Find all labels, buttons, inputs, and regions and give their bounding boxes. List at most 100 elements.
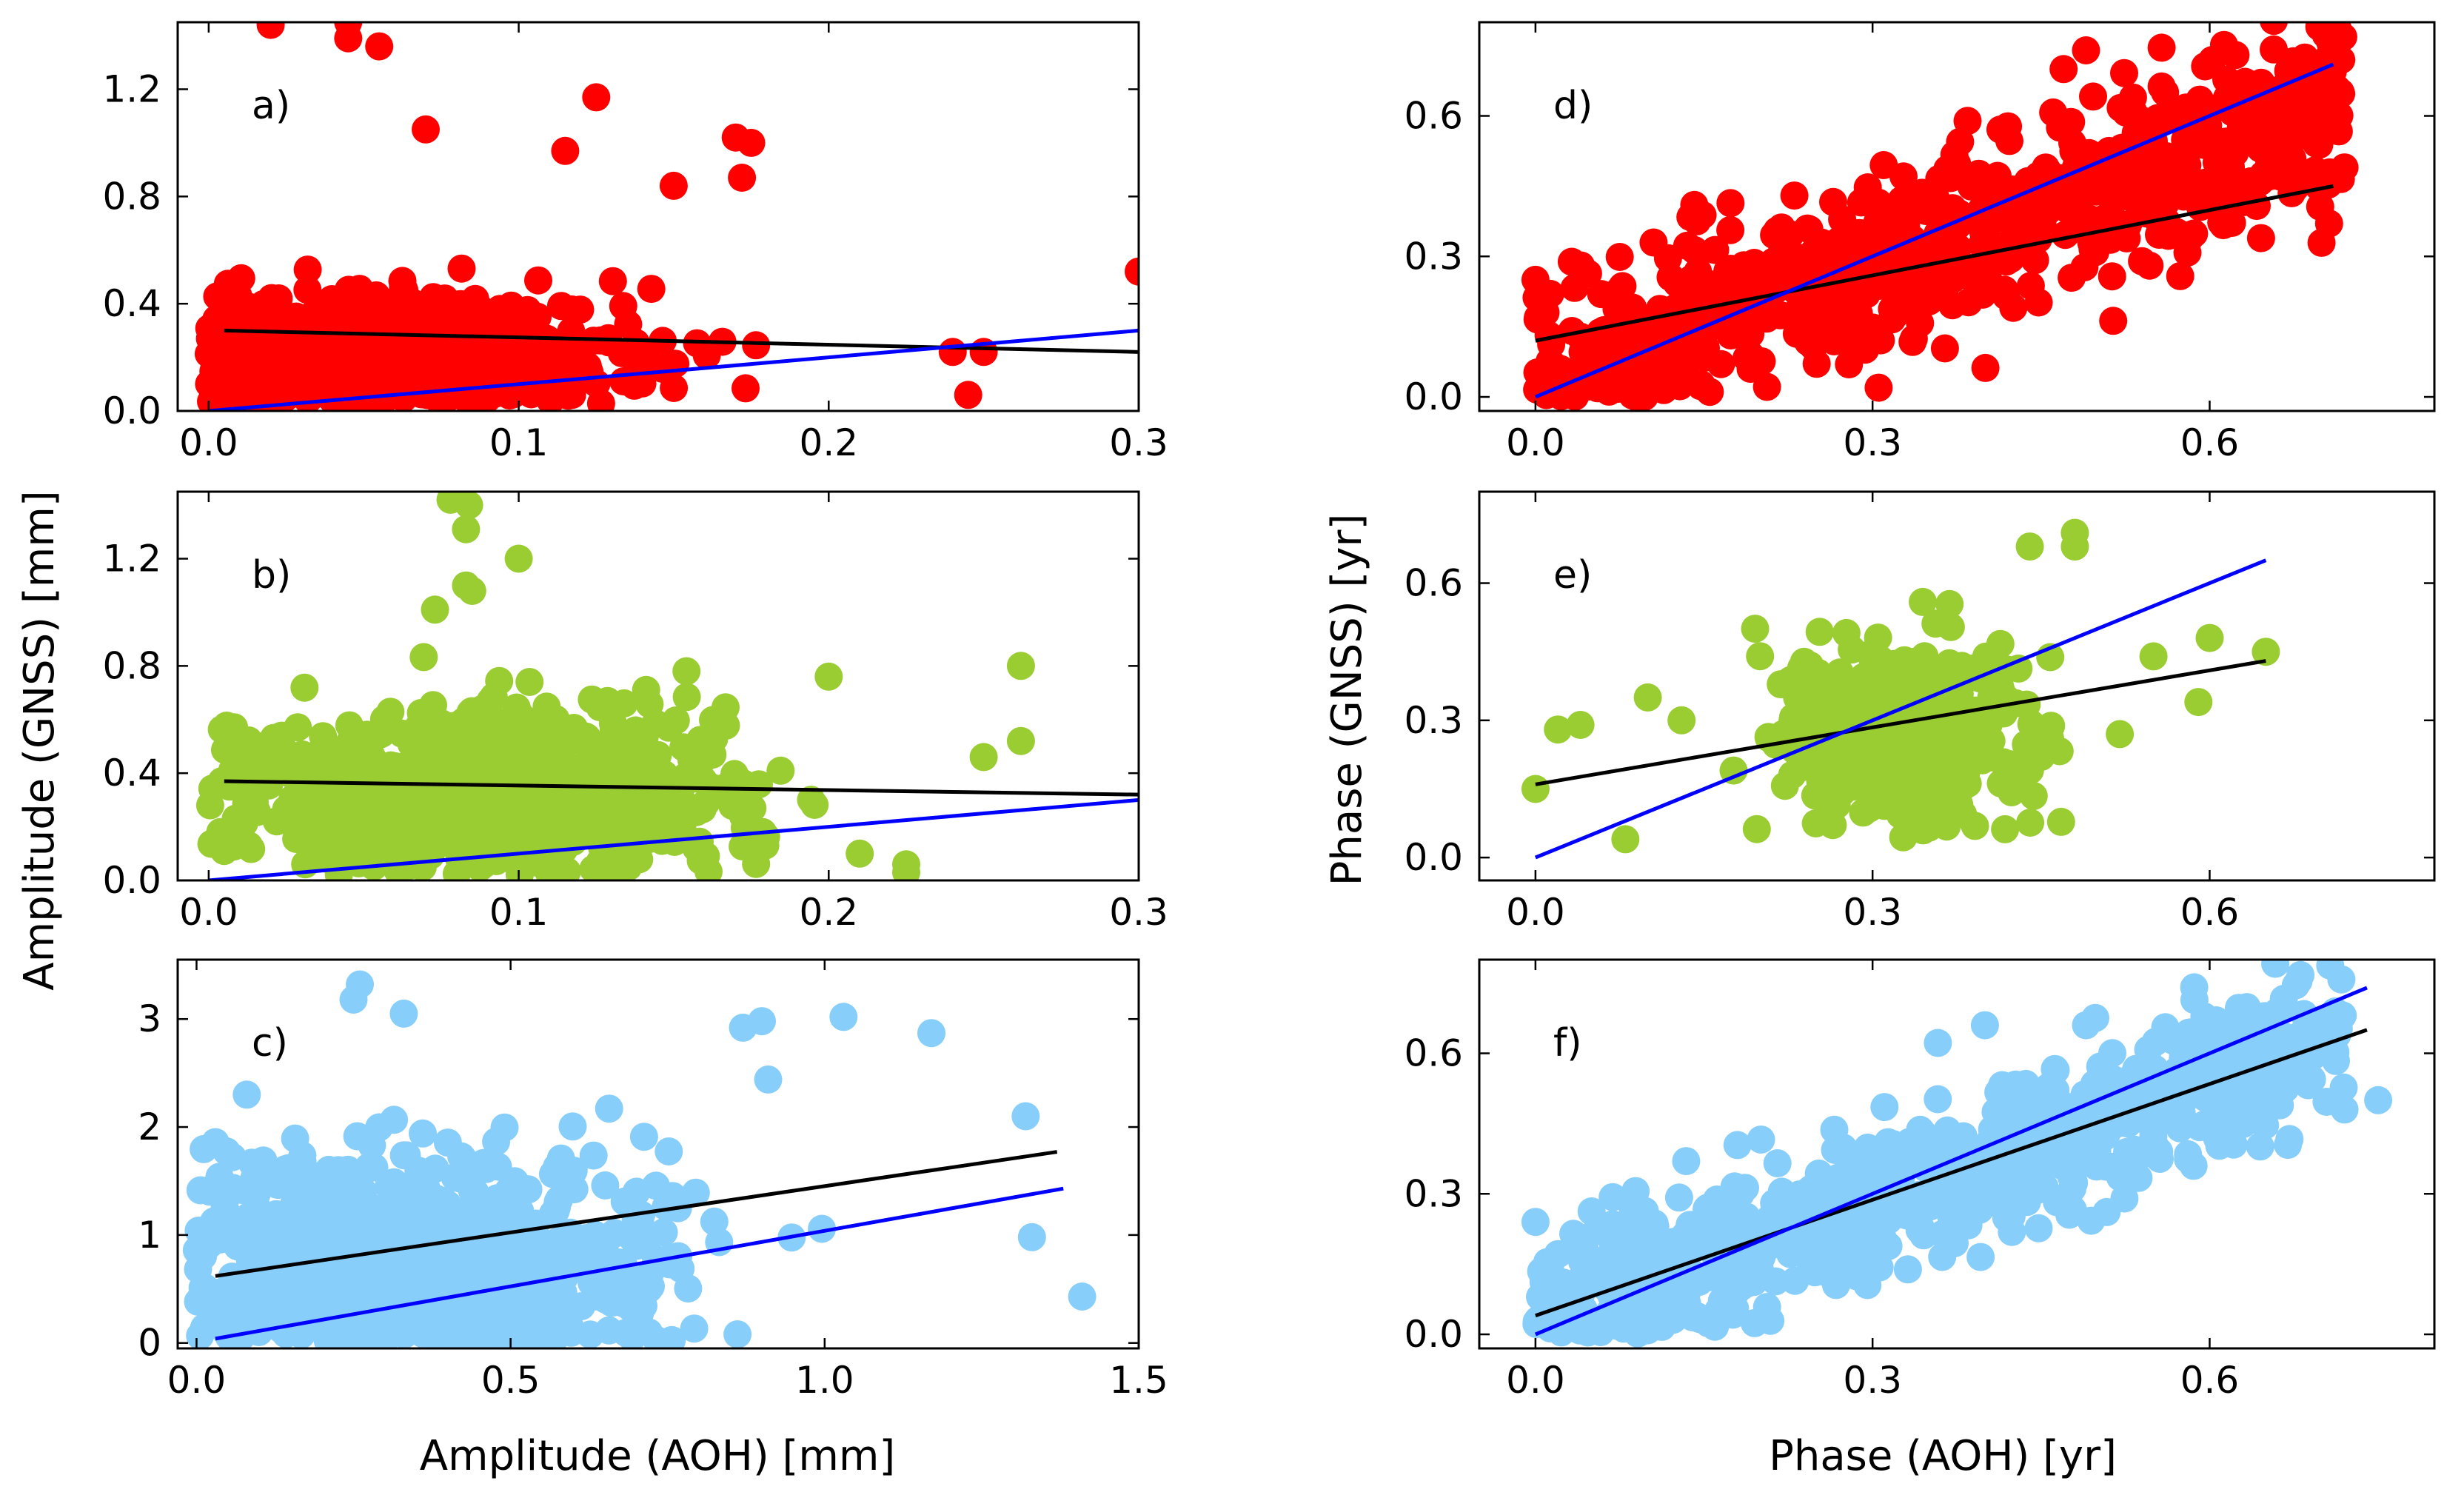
- data-point: [225, 1175, 254, 1204]
- data-point: [2231, 67, 2260, 96]
- panel-b: 0.0 0.1 0.2 0.3 0.0 0.4 0.8 1.2 b): [102, 490, 1168, 934]
- data-point: [1742, 815, 1771, 843]
- one-to-one-line-e: [1534, 558, 2267, 860]
- data-point: [397, 729, 426, 758]
- data-point: [674, 1274, 703, 1303]
- data-point: [521, 781, 550, 810]
- data-point: [245, 732, 274, 761]
- data-point: [1915, 287, 1944, 315]
- data-point: [421, 595, 449, 624]
- data-point: [1889, 823, 1918, 852]
- data-point: [1847, 188, 1875, 217]
- data-point: [2322, 78, 2351, 107]
- x-tick-label: 0.3: [1109, 421, 1168, 464]
- data-point: [462, 369, 491, 398]
- data-point: [504, 544, 533, 573]
- data-point: [2024, 1214, 2053, 1243]
- data-point: [2106, 720, 2135, 749]
- data-point: [1718, 1300, 1747, 1329]
- data-point: [447, 254, 476, 283]
- points-e: [1521, 518, 2280, 854]
- data-point: [954, 381, 982, 409]
- data-point: [195, 791, 224, 820]
- data-point: [1864, 623, 1892, 652]
- data-point: [2068, 1148, 2097, 1177]
- data-point: [1961, 258, 1989, 287]
- data-point: [2260, 22, 2289, 36]
- data-point: [346, 349, 375, 378]
- x-tick-label: 0.5: [481, 1359, 540, 1402]
- data-point: [1723, 1131, 1752, 1160]
- panel-label-c: c): [252, 1021, 288, 1066]
- data-point: [2098, 262, 2126, 291]
- data-point: [1810, 1230, 1839, 1259]
- data-point: [314, 738, 343, 766]
- x-tick-label: 0.0: [1506, 421, 1565, 464]
- data-point: [1920, 707, 1949, 736]
- data-point: [2060, 532, 2089, 561]
- x-tick-label: 0.6: [2180, 421, 2240, 464]
- data-point: [742, 331, 771, 360]
- data-point: [2294, 1071, 2323, 1100]
- data-point: [938, 338, 967, 367]
- x-tick-label: 0.3: [1843, 891, 1902, 934]
- data-point: [1875, 200, 1904, 229]
- data-point: [1756, 1306, 1785, 1335]
- one-to-one-line-a: [208, 328, 1139, 411]
- data-point: [1870, 1093, 1899, 1122]
- data-point: [490, 1113, 519, 1142]
- data-point: [2222, 1073, 2251, 1102]
- data-point: [2167, 1099, 2196, 1128]
- data-point: [668, 814, 697, 843]
- x-tick-label: 0.2: [800, 421, 859, 464]
- y-tick-label: 0.3: [1404, 235, 1463, 278]
- data-point: [1801, 809, 1830, 837]
- plot-frame-d: [1478, 21, 2436, 412]
- data-point: [1716, 189, 1745, 218]
- data-point: [1921, 609, 1950, 638]
- data-point: [408, 798, 437, 827]
- data-point: [235, 831, 264, 860]
- data-point: [292, 1231, 321, 1260]
- data-point: [1760, 1188, 1789, 1217]
- data-point: [1909, 587, 1937, 616]
- y-tick-label: 0.3: [1404, 1172, 1463, 1215]
- data-point: [635, 690, 664, 718]
- data-point: [2012, 690, 2041, 719]
- data-point: [514, 1175, 543, 1204]
- data-point: [365, 1113, 394, 1142]
- data-point: [581, 1220, 610, 1249]
- data-point: [522, 1209, 551, 1238]
- data-point: [1987, 677, 2016, 706]
- panel-label-f: f): [1553, 1021, 1582, 1066]
- data-point: [1006, 726, 1035, 755]
- y-tick-label: 0.6: [1404, 1032, 1463, 1075]
- right-y-axis-title: Phase (GNSS) [yr]: [1323, 514, 1371, 886]
- data-point: [1521, 775, 1550, 803]
- plot-frame-a: [176, 21, 1140, 412]
- x-tick-label: 0.6: [2180, 1359, 2240, 1402]
- data-point: [2195, 623, 2224, 652]
- data-point: [1819, 187, 1847, 216]
- data-point: [2223, 1003, 2252, 1031]
- data-point: [1568, 338, 1597, 367]
- data-point: [632, 1228, 660, 1257]
- data-point: [452, 841, 481, 870]
- data-point: [406, 699, 435, 727]
- data-point: [1898, 268, 1926, 297]
- data-point: [2180, 219, 2209, 248]
- data-point: [621, 716, 650, 745]
- panel-d: 0.0 0.3 0.6 0.0 0.3 0.6 d): [1404, 21, 2436, 464]
- data-point: [737, 128, 766, 157]
- y-tick-label: 0: [138, 1322, 161, 1365]
- data-point: [1780, 181, 1809, 210]
- data-point: [2364, 1086, 2393, 1114]
- data-point: [1994, 112, 2023, 141]
- data-point: [286, 782, 315, 811]
- data-point: [615, 749, 643, 778]
- data-point: [551, 136, 580, 165]
- data-point: [2190, 1002, 2219, 1031]
- plot-frame-e: [1478, 490, 2436, 882]
- data-point: [534, 327, 563, 356]
